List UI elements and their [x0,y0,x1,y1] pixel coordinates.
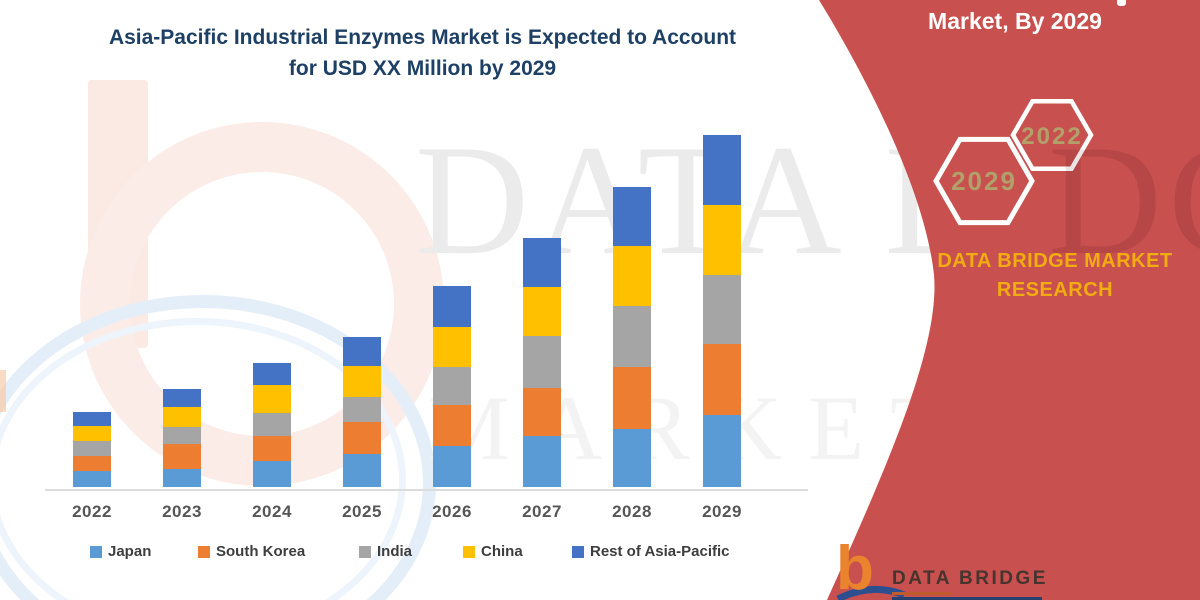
legend-swatch-icon [572,545,584,558]
cutoff-text-fragment [1117,0,1126,6]
bar-segment-2022-japan [73,471,111,487]
bar-segment-2024-china [253,385,291,413]
legend-label: Japan [108,543,152,560]
legend-label: South Korea [216,543,306,560]
logo-wordmark: DATA BRIDGE [892,568,1048,589]
legend-label: China [481,543,523,560]
bar-segment-2028-south-korea [613,367,651,429]
bar-segment-2028-japan [613,429,651,487]
bar-segment-2023-china [163,407,201,427]
bar-segment-2026-south-korea [433,405,471,446]
bar-segment-2027-india [523,336,561,388]
bar-segment-2025-japan [343,454,381,487]
x-axis-label-2029: 2029 [702,502,742,521]
legend-item-south-korea: South Korea [198,543,305,560]
bar-segment-2029-japan [703,415,741,487]
bar-segment-2024-rest-of-asia-pacific [253,363,291,385]
bar-segment-2029-south-korea [703,344,741,415]
bar-segment-2022-china [73,426,111,441]
bar-segment-2025-china [343,366,381,397]
bar-segment-2024-south-korea [253,436,291,461]
bar-segment-2024-india [253,413,291,436]
x-axis-line [45,489,808,491]
legend-label: India [377,543,413,560]
bar-segment-2027-japan [523,436,561,487]
bar-segment-2022-india [73,441,111,456]
bar-segment-2027-china [523,287,561,336]
watermark-accent [0,370,6,412]
bar-segment-2024-japan [253,461,291,487]
bar-segment-2023-south-korea [163,444,201,469]
bar-segment-2022-south-korea [73,456,111,471]
legend-item-rest-of-asia-pacific: Rest of Asia-Pacific [572,543,730,560]
legend-item-china: China [463,543,523,560]
bar-segment-2028-china [613,246,651,306]
bar-segment-2023-japan [163,469,201,487]
bar-segment-2027-south-korea [523,388,561,436]
chart-title: Asia-Pacific Industrial Enzymes Market i… [0,22,845,84]
legend-swatch-icon [359,545,371,558]
x-axis-label-2023: 2023 [162,502,202,521]
bar-segment-2026-rest-of-asia-pacific [433,286,471,327]
bar-segment-2029-india [703,275,741,344]
banner-heading: Market, By 2029 [928,8,1102,34]
legend-label: Rest of Asia-Pacific [590,543,730,560]
legend-item-india: India [359,543,412,560]
chart-title-line2: for USD XX Million by 2029 [288,57,557,80]
x-axis-label-2025: 2025 [342,502,382,521]
x-axis-label-2022: 2022 [72,502,112,521]
bar-segment-2028-india [613,306,651,367]
bar-segment-2023-india [163,427,201,444]
bar-segment-2022-rest-of-asia-pacific [73,412,111,426]
watermark-bridge-arc-inner [0,318,406,600]
brand-line1: DATA BRIDGE MARKET [937,250,1173,272]
bar-segment-2027-rest-of-asia-pacific [523,238,561,287]
bar-segment-2029-rest-of-asia-pacific [703,135,741,205]
legend-swatch-icon [198,545,210,558]
logo-rule-orange [892,592,952,595]
bar-segment-2026-japan [433,446,471,487]
bar-segment-2023-rest-of-asia-pacific [163,389,201,407]
x-axis-label-2026: 2026 [432,502,472,521]
bar-segment-2025-india [343,397,381,422]
legend-swatch-icon [463,545,475,558]
chart-title-line1: Asia-Pacific Industrial Enzymes Market i… [108,26,737,49]
bar-segment-2025-rest-of-asia-pacific [343,337,381,366]
bar-segment-2026-china [433,327,471,367]
brand-name: DATA BRIDGE MARKET RESEARCH [905,247,1200,305]
bar-segment-2029-china [703,205,741,275]
bar-segment-2025-south-korea [343,422,381,454]
data-bridge-logo-icon: b [836,534,874,600]
brand-line2: RESEARCH [996,279,1114,301]
x-axis-label-2027: 2027 [522,502,562,521]
bar-segment-2028-rest-of-asia-pacific [613,187,651,246]
legend-item-japan: Japan [90,543,151,560]
x-axis-label-2024: 2024 [252,502,292,521]
bar-segment-2026-india [433,367,471,405]
x-axis-label-2028: 2028 [612,502,652,521]
legend-swatch-icon [90,545,102,558]
